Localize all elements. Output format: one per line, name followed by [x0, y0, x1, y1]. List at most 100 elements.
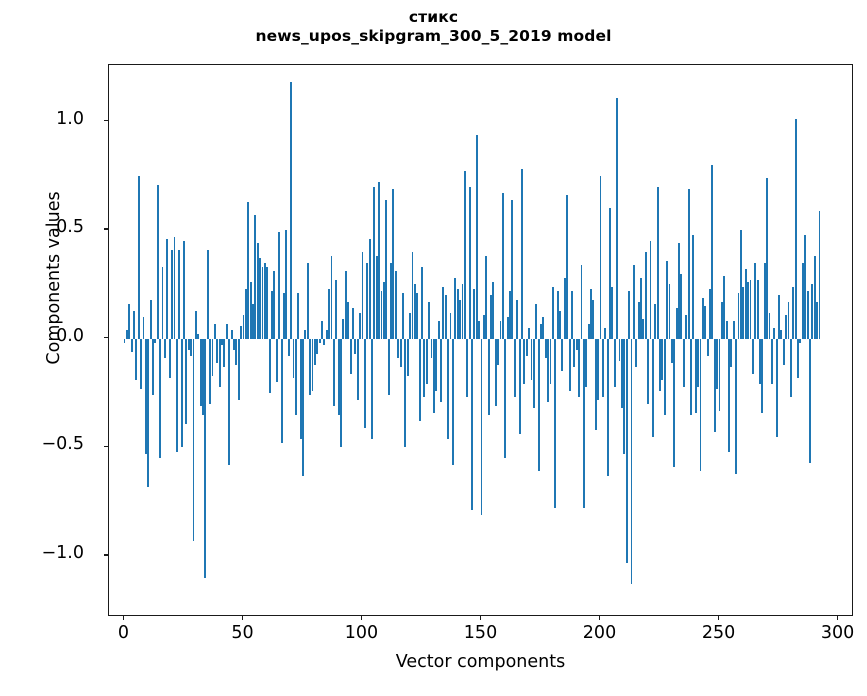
bar [142, 317, 145, 339]
bar [282, 293, 285, 339]
bar [563, 277, 566, 339]
bar [211, 338, 214, 376]
bar [661, 338, 664, 381]
x-tick-mark [241, 616, 244, 621]
bar [311, 338, 314, 391]
bar [804, 234, 807, 339]
bar [254, 214, 257, 339]
bar [178, 249, 181, 339]
bar [399, 338, 402, 368]
bar [444, 295, 447, 339]
bar [471, 338, 473, 511]
bar [682, 338, 685, 387]
bar [561, 338, 564, 372]
bar [559, 310, 561, 339]
bar [185, 338, 188, 424]
bar [789, 338, 792, 398]
bar [149, 299, 152, 339]
bar [423, 338, 426, 398]
bar [197, 334, 200, 339]
bar [818, 210, 821, 339]
bar [606, 338, 609, 476]
bar [152, 338, 154, 396]
bar [487, 338, 490, 415]
bar [392, 188, 395, 339]
bar [451, 338, 454, 465]
bar [690, 338, 692, 415]
bar [590, 288, 592, 339]
bar [316, 338, 319, 355]
bar [206, 249, 209, 339]
bar [809, 338, 811, 463]
bar [156, 184, 159, 339]
bar [723, 275, 726, 339]
bar [637, 301, 640, 339]
bar [256, 243, 259, 339]
bar [725, 321, 728, 339]
bar [797, 338, 799, 378]
bar [328, 288, 331, 339]
bar [349, 338, 352, 374]
y-tick-mark [103, 445, 108, 448]
bar [666, 260, 669, 339]
bar [294, 338, 297, 415]
bar [473, 288, 476, 339]
bar [540, 323, 542, 339]
bar [313, 338, 316, 365]
bar [597, 338, 600, 400]
bar [130, 338, 133, 352]
bar [516, 299, 519, 339]
bar [611, 286, 614, 339]
x-tick-mark [836, 616, 839, 621]
bar [268, 338, 271, 394]
bar [221, 338, 223, 346]
bar [361, 251, 364, 339]
bar [237, 338, 240, 400]
bar [280, 338, 283, 444]
bar [785, 314, 788, 339]
bar [373, 186, 376, 339]
bar [535, 304, 538, 339]
bar [485, 256, 488, 339]
bar [297, 293, 300, 339]
y-tick-mark [103, 119, 108, 122]
bar [461, 284, 464, 339]
bar [742, 286, 745, 339]
bar [285, 230, 288, 339]
bar [680, 273, 683, 339]
bar [756, 280, 759, 339]
bar [171, 249, 173, 339]
bar [347, 301, 350, 339]
bar [692, 234, 695, 339]
bar [435, 338, 438, 391]
bar [154, 338, 157, 344]
bar [754, 262, 757, 339]
bar [763, 262, 766, 339]
bar [687, 188, 690, 339]
bar [494, 338, 497, 407]
y-tick-label: 1.0 [56, 108, 84, 129]
bar [549, 338, 552, 385]
bar [278, 232, 281, 339]
bar [228, 338, 231, 465]
x-tick-label: 250 [701, 623, 736, 643]
bar [454, 277, 457, 339]
x-tick-mark [479, 616, 482, 621]
bar [368, 238, 371, 339]
bar [187, 338, 190, 350]
bar [530, 338, 533, 381]
bar [728, 338, 730, 452]
x-tick-mark [122, 616, 125, 621]
bar [701, 297, 704, 339]
bar [673, 338, 676, 468]
bar [618, 338, 621, 361]
bar [482, 314, 485, 339]
bar [340, 338, 342, 448]
bar [585, 338, 588, 387]
bar [440, 338, 442, 402]
bar [704, 306, 707, 339]
bar [582, 338, 585, 509]
bar [194, 310, 197, 339]
bar [594, 338, 597, 431]
